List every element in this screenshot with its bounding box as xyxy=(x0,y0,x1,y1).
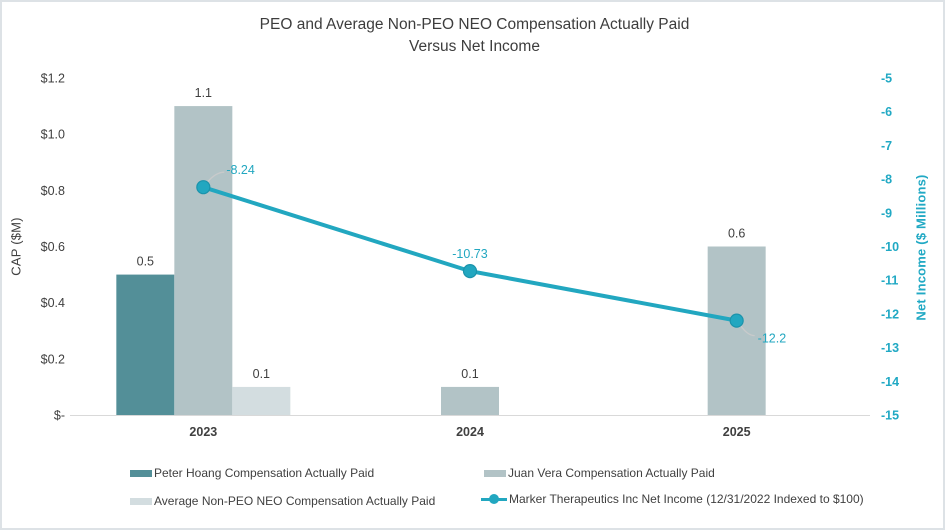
right-axis-tick: -14 xyxy=(881,375,899,389)
left-axis-tick: $0.2 xyxy=(41,352,65,366)
line-value-label: -12.2 xyxy=(758,332,787,346)
line-marker xyxy=(729,313,744,328)
right-axis-tick: -10 xyxy=(881,240,899,254)
bar xyxy=(116,274,175,415)
legend-item-juan-vera: Juan Vera Compensation Actually Paid xyxy=(484,466,715,480)
legend-swatch-peter-hoang xyxy=(130,469,152,477)
legend-label: Juan Vera Compensation Actually Paid xyxy=(508,466,715,480)
right-axis-tick: -12 xyxy=(881,307,899,321)
legend-label: Average Non-PEO NEO Compensation Actuall… xyxy=(154,494,436,508)
left-axis-tick: $1.0 xyxy=(41,128,65,142)
line-value-label: -10.73 xyxy=(452,247,487,261)
right-axis-tick: -5 xyxy=(881,72,892,86)
legend-label: Peter Hoang Compensation Actually Paid xyxy=(154,466,375,480)
bar-value-label: 0.1 xyxy=(253,367,270,381)
x-axis-category-label: 2025 xyxy=(723,425,751,439)
right-axis-tick: -9 xyxy=(881,206,892,220)
label-leader-line xyxy=(206,171,225,183)
legend-swatch-juan-vera xyxy=(484,469,506,477)
right-axis-tick: -6 xyxy=(881,105,892,119)
bar xyxy=(174,106,233,415)
right-axis-tick: -15 xyxy=(881,409,899,423)
chart-title-line1: PEO and Average Non-PEO NEO Compensation… xyxy=(259,16,690,33)
right-axis-tick: -8 xyxy=(881,173,892,187)
line-value-label: -8.24 xyxy=(226,163,255,177)
chart-title-line2: Versus Net Income xyxy=(409,38,540,56)
x-axis-category-label: 2024 xyxy=(456,425,484,439)
line-marker xyxy=(196,180,211,195)
legend-line-marker-icon xyxy=(481,494,507,504)
chart-title: PEO and Average Non-PEO NEO Compensation… xyxy=(2,14,943,59)
label-leader-line xyxy=(740,325,755,337)
bar-value-label: 0.1 xyxy=(461,367,478,381)
legend-item-net-income: Marker Therapeutics Inc Net Income (12/3… xyxy=(481,492,864,506)
line-marker xyxy=(462,264,478,279)
legend-item-avg-non-peo: Average Non-PEO NEO Compensation Actuall… xyxy=(130,494,435,508)
legend-item-peter-hoang: Peter Hoang Compensation Actually Paid xyxy=(130,466,374,480)
bar xyxy=(232,386,291,415)
legend-swatch-avg-non-peo xyxy=(130,497,152,505)
right-axis-tick: -11 xyxy=(881,274,898,288)
bar xyxy=(441,386,499,415)
right-axis-tick: -7 xyxy=(881,139,892,153)
left-axis-tick: $1.2 xyxy=(41,72,65,86)
left-axis-tick: $- xyxy=(54,409,65,423)
x-axis-category-label: 2023 xyxy=(189,425,217,439)
left-axis-tick: $0.4 xyxy=(41,296,65,310)
left-axis-tick: $0.6 xyxy=(41,240,65,254)
legend-label: Marker Therapeutics Inc Net Income (12/3… xyxy=(509,492,864,506)
bar-value-label: 1.1 xyxy=(195,86,212,100)
left-axis-tick: $0.8 xyxy=(41,184,65,198)
right-axis-tick: -13 xyxy=(881,341,899,355)
bar-value-label: 0.5 xyxy=(137,255,154,269)
bar-value-label: 0.6 xyxy=(728,227,745,241)
bar xyxy=(707,246,766,415)
